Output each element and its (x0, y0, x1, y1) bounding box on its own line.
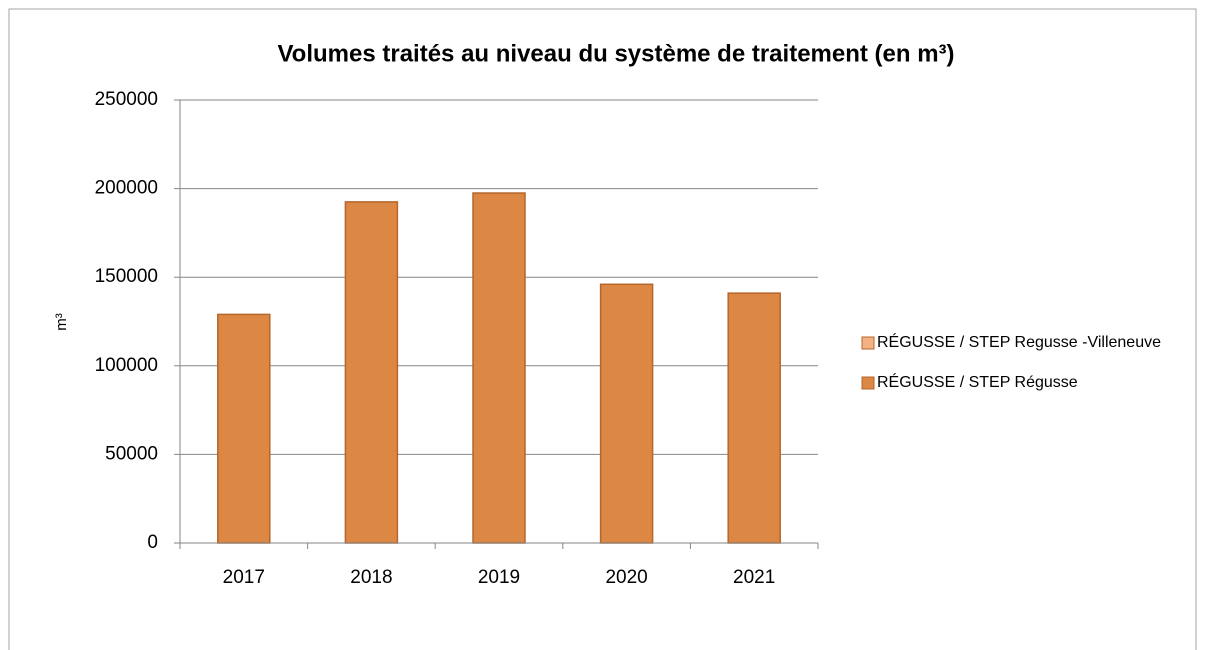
y-tick-label: 200000 (95, 178, 158, 199)
y-tick-label: 100000 (95, 355, 158, 376)
legend-label: RÉGUSSE / STEP Régusse (877, 372, 1078, 391)
bar (599, 283, 654, 544)
bar (472, 192, 526, 544)
chart-title: Volumes traités au niveau du système de … (277, 40, 954, 67)
bar (217, 313, 271, 544)
x-tick-label: 2019 (478, 567, 520, 588)
y-tick-label: 150000 (95, 266, 158, 287)
bar (344, 201, 399, 544)
legend-swatch (861, 376, 875, 390)
x-tick-label: 2020 (605, 567, 647, 588)
bar (727, 292, 781, 544)
x-tick-label: 2018 (350, 567, 392, 588)
x-tick-label: 2021 (733, 567, 775, 588)
y-tick-label: 50000 (105, 443, 158, 464)
legend-label: RÉGUSSE / STEP Regusse -Villeneuve (877, 332, 1161, 351)
y-tick-label: 0 (147, 532, 158, 553)
y-tick-label: 250000 (95, 89, 158, 110)
legend-swatch (861, 336, 875, 350)
y-axis-label: m³ (53, 313, 70, 331)
x-tick-label: 2017 (223, 567, 265, 588)
